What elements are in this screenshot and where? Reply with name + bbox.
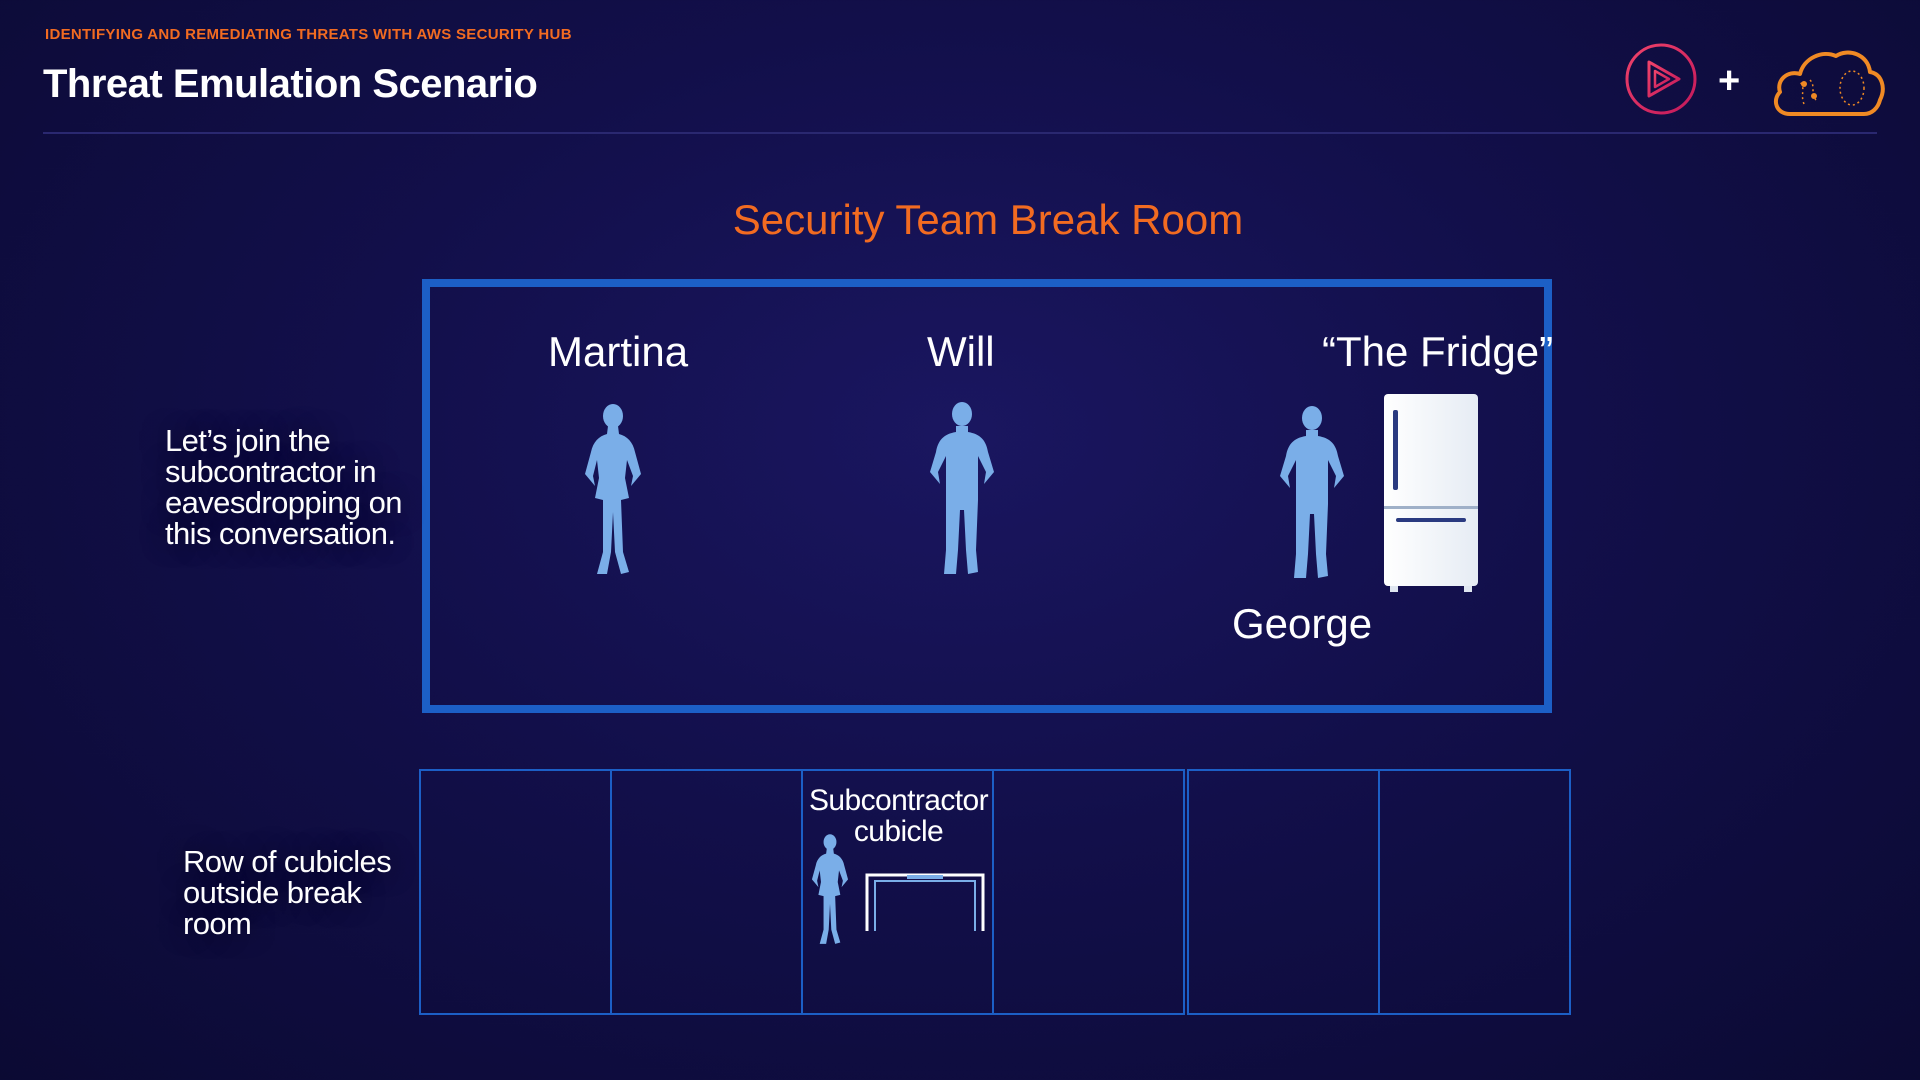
will-label: Will [927,328,995,375]
george-figure-icon [1280,406,1344,578]
slide-title: Threat Emulation Scenario [43,62,538,106]
break-room-box [422,279,1552,713]
cubicle-row: Subcontractor cubicle [419,769,1571,1015]
play-logo-icon [1625,43,1697,115]
plus-icon: + [1718,60,1741,102]
will-figure-icon [930,402,994,574]
fridge-icon [1384,394,1478,592]
martina-figure-icon [585,404,641,574]
cloud-brain-icon [1773,50,1885,116]
fridge-label: “The Fridge” [1322,328,1554,375]
cubicle-4 [992,769,1185,1015]
martina-label: Martina [548,328,689,375]
subcontractor-figure-icon [811,834,849,944]
cubicle-6 [1378,769,1571,1015]
break-room-title: Security Team Break Room [732,196,1244,243]
join-conversation-text: Let’s join the subcontractor in eavesdro… [165,423,402,551]
cubicle-1 [419,769,612,1015]
course-kicker: IDENTIFYING AND REMEDIATING THREATS WITH… [45,26,572,43]
cubicle-row-text: Row of cubicles outside break room [183,844,392,941]
cubicle-5 [1187,769,1380,1015]
header-divider [43,132,1877,134]
subcontractor-cubicle-label: Subcontractor cubicle [809,784,989,848]
desk-icon [865,873,985,931]
george-label: George [1232,600,1373,647]
subcontractor-cubicle: Subcontractor cubicle [801,769,994,1015]
cubicle-2 [610,769,803,1015]
